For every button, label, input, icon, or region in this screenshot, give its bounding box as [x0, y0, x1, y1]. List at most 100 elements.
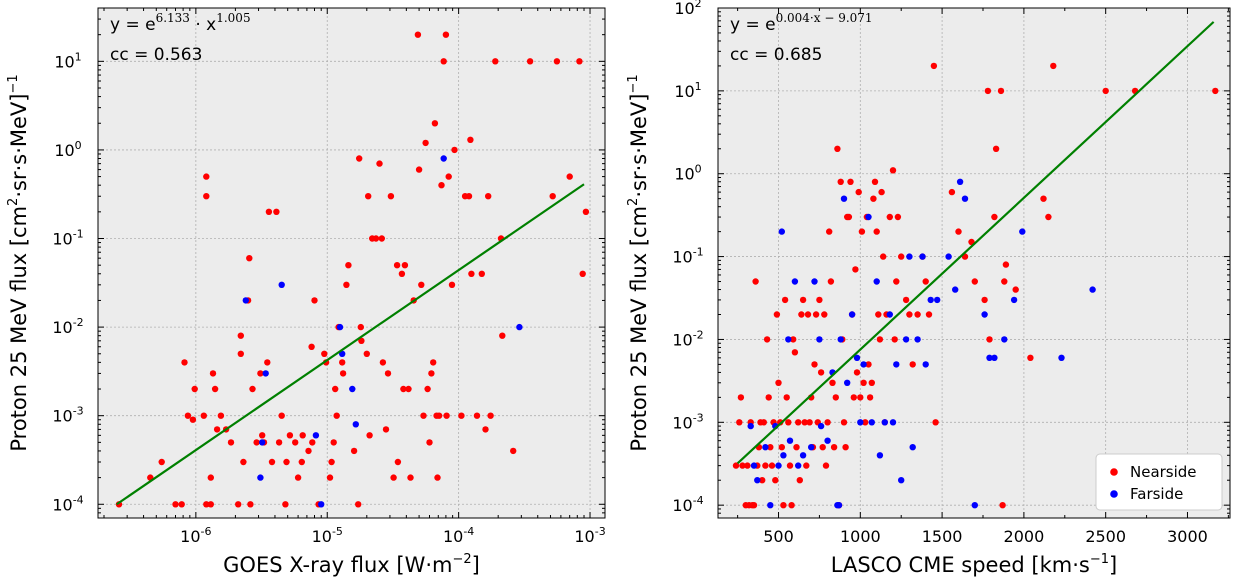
data-point-nearside [203, 501, 210, 508]
data-point-nearside [356, 155, 363, 162]
data-point-nearside [857, 394, 864, 401]
data-point-nearside [842, 444, 849, 451]
data-point-nearside [873, 228, 880, 235]
data-point-nearside [1045, 213, 1052, 221]
data-point-nearside [566, 173, 573, 180]
data-point-nearside [311, 297, 318, 304]
data-point-nearside [298, 458, 305, 466]
data-point-farside [799, 452, 807, 459]
data-point-nearside [767, 444, 774, 451]
data-point-farside [848, 311, 856, 318]
data-point-farside [259, 439, 266, 446]
data-point-nearside [773, 311, 781, 318]
data-point-nearside [984, 87, 992, 95]
correlation-coefficient: cc = 0.563 [110, 45, 202, 65]
data-point-nearside [816, 296, 823, 304]
data-point-nearside [925, 311, 933, 318]
x-tick-label: 2000 [1004, 527, 1045, 546]
data-point-nearside [906, 311, 913, 318]
data-point-nearside [763, 336, 771, 343]
data-point-nearside [294, 474, 302, 481]
data-point-farside [914, 336, 921, 343]
data-point-nearside [829, 379, 836, 386]
data-point-nearside [394, 458, 402, 466]
data-point-farside [886, 311, 893, 318]
data-point-farside [840, 195, 848, 202]
data-point-nearside [384, 370, 392, 377]
data-point-nearside [253, 439, 260, 446]
x-tick-label: 3000 [1167, 527, 1208, 546]
data-point-farside [909, 444, 916, 451]
data-point-nearside [772, 477, 779, 484]
data-point-nearside [955, 228, 962, 235]
data-point-nearside [434, 474, 441, 481]
data-point-farside [991, 354, 998, 361]
data-point-nearside [207, 501, 214, 508]
data-point-nearside [333, 412, 340, 419]
data-point-farside [853, 354, 861, 361]
data-point-nearside [806, 419, 813, 426]
data-point-nearside [785, 419, 792, 426]
legend-marker [1110, 490, 1118, 498]
data-point-nearside [458, 412, 465, 419]
data-point-nearside [207, 474, 214, 481]
data-point-nearside [257, 370, 264, 377]
y-tick-label: 100 [54, 139, 81, 160]
data-point-nearside [321, 350, 328, 357]
data-point-farside [865, 213, 872, 221]
data-point-nearside [891, 336, 898, 343]
data-point-farside [795, 462, 802, 469]
data-point-farside [278, 281, 285, 288]
data-point-nearside [422, 139, 429, 147]
data-point-nearside [420, 412, 427, 419]
data-point-farside [440, 155, 447, 162]
data-point-farside [747, 422, 754, 430]
data-point-nearside [780, 502, 787, 509]
fit-line [736, 21, 1215, 465]
data-point-nearside [840, 419, 848, 426]
data-point-nearside [837, 178, 844, 185]
data-point-nearside [405, 385, 412, 393]
data-point-nearside [1040, 195, 1047, 202]
y-tick-label: 10-1 [52, 228, 83, 249]
data-point-nearside [922, 278, 929, 285]
data-point-nearside [292, 439, 299, 446]
data-point-farside [956, 178, 964, 185]
y-tick-label: 10-3 [52, 405, 83, 426]
data-point-nearside [249, 385, 256, 393]
data-point-nearside [795, 419, 802, 426]
data-point-nearside [736, 419, 743, 426]
plot-frame [97, 7, 606, 519]
data-point-nearside [431, 120, 439, 127]
x-tick-label: 1000 [840, 527, 881, 546]
data-point-nearside [914, 311, 921, 318]
data-point-nearside [847, 178, 854, 185]
data-point-nearside [786, 462, 794, 469]
data-point-nearside [366, 432, 373, 439]
data-point-nearside [299, 432, 306, 439]
data-point-nearside [309, 439, 316, 446]
data-point-nearside [804, 311, 812, 318]
data-point-farside [811, 278, 818, 285]
data-point-nearside [811, 361, 818, 368]
data-point-nearside [821, 311, 828, 318]
data-point-nearside [992, 145, 1000, 152]
data-point-farside [881, 419, 888, 426]
data-point-nearside [363, 350, 370, 357]
data-point-nearside [834, 145, 841, 152]
data-point-farside [971, 502, 978, 509]
data-point-farside [889, 419, 897, 426]
series-nearside [115, 31, 590, 508]
data-point-farside [857, 419, 864, 426]
data-point-nearside [579, 270, 586, 277]
data-point-nearside [478, 270, 485, 277]
data-point-nearside [870, 195, 877, 202]
plot-frame [717, 7, 1231, 519]
y-tick-label: 101 [674, 80, 701, 101]
data-point-nearside [265, 208, 273, 215]
data-point-nearside [898, 253, 905, 260]
data-point-nearside [393, 262, 401, 269]
data-point-nearside [553, 58, 561, 65]
data-point-farside [945, 253, 952, 260]
data-point-farside [262, 370, 269, 377]
